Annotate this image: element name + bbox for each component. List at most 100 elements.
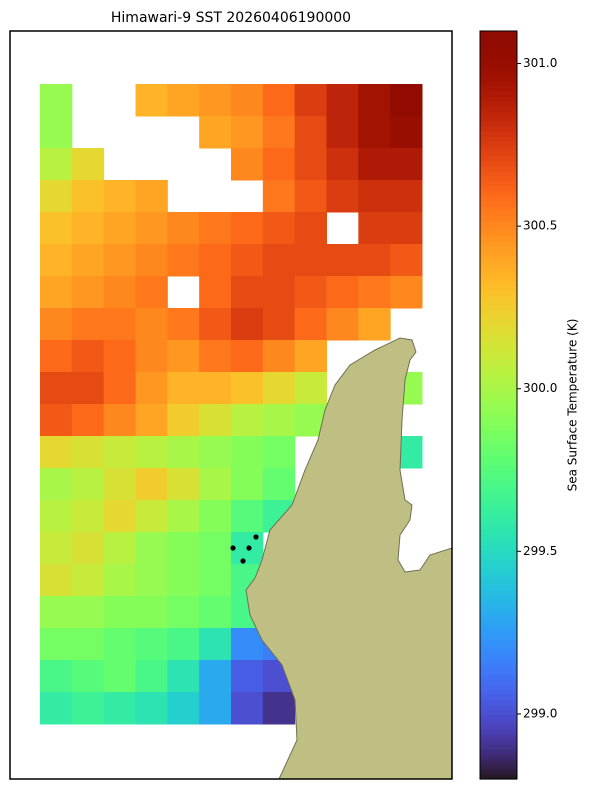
colorbar-swatch [480,205,517,212]
colorbar-swatch [480,310,517,316]
sst-cell [294,276,327,309]
colorbar-swatch [480,749,517,755]
sst-cell [71,340,105,373]
colorbar-swatch [480,529,517,536]
colorbar-swatch [480,80,517,87]
sst-cell [135,692,168,725]
sst-cell [71,660,105,693]
sst-cell [103,692,136,725]
colorbar-swatch [480,45,517,52]
sst-cell [326,180,359,213]
sst-cell [40,340,73,373]
sst-cell [358,180,391,213]
colorbar-swatch [480,130,517,137]
sst-cell [262,692,296,725]
sst-cell [135,212,168,245]
colorbar-swatch [480,170,517,177]
sst-cell [71,436,105,469]
colorbar-swatch [480,65,517,72]
sst-cell [326,116,359,149]
sst-cell [326,276,359,309]
sst-cell [135,436,168,469]
colorbar-swatch [480,659,517,665]
colorbar-swatch [480,135,517,142]
colorbar-swatch [480,599,517,606]
colorbar-swatch [480,759,517,765]
colorbar-swatch [480,754,517,760]
colorbar-swatch [480,145,517,152]
colorbar-swatch [480,479,517,486]
sst-cell [103,244,136,277]
colorbar-swatch [480,35,517,42]
sst-cell [135,180,168,213]
sst-cell [199,244,232,277]
sst-cell [231,372,264,405]
sst-cell [390,212,423,245]
sst-cell [167,404,200,437]
sst-cell [262,404,296,437]
sst-cell [231,628,264,661]
colorbar-swatch [480,355,517,361]
sst-cell [231,500,264,533]
land [245,337,453,780]
sst-cell [390,244,423,277]
sst-cell [103,372,136,405]
colorbar-swatch [480,345,517,351]
colorbar-swatch [480,275,517,281]
colorbar-swatch [480,604,517,611]
sst-cell [294,116,327,149]
colorbar-swatch [480,155,517,162]
colorbar-swatch [480,619,517,626]
colorbar-swatch [480,175,517,182]
colorbar-swatch [480,265,517,271]
sst-cell [103,276,136,309]
chart-title: Himawari-9 SST 20260406190000 [111,10,351,26]
sst-cell [40,372,73,405]
sst-cell [231,340,264,373]
colorbar-swatch [480,360,517,366]
sst-cell [135,404,168,437]
colorbar-swatch [480,684,517,690]
sst-cell [262,372,296,405]
sst-cell [231,692,264,725]
sst-cell [40,148,73,181]
sst-cell [71,500,105,533]
colorbar-swatch [480,564,517,571]
sst-cell [231,308,264,341]
sst-cell [40,596,73,629]
colorbar-swatch [480,255,517,261]
sst-cell [103,532,136,565]
colorbar-swatch [480,489,517,496]
colorbar-swatch [480,260,517,266]
sst-cell [199,308,232,341]
sst-cell [358,244,391,277]
colorbar-swatch [480,305,517,311]
sst-cell [262,148,296,181]
colorbar-swatch [480,764,517,770]
colorbar-swatch [480,95,517,102]
colorbar-swatch [480,270,517,276]
sst-cell [262,84,296,117]
sst-cell [40,436,73,469]
colorbar-swatch [480,539,517,546]
sst-cell [199,468,232,501]
colorbar-swatch [480,499,517,506]
colorbar-swatch [480,335,517,341]
colorbar-swatch [480,390,517,396]
sst-cell [135,244,168,277]
colorbar-swatch [480,200,517,207]
sst-cell [199,212,232,245]
sst-cell [40,180,73,213]
colorbar-swatch [480,280,517,286]
sst-cell [231,84,264,117]
colorbar-swatch [480,689,517,695]
sst-cell [326,244,359,277]
sst-cell [167,468,200,501]
colorbar-swatch [480,105,517,112]
sst-cell [40,628,73,661]
sst-cell [71,468,105,501]
sst-cell [294,340,327,373]
colorbar-swatch [480,290,517,296]
sst-cell [40,532,73,565]
